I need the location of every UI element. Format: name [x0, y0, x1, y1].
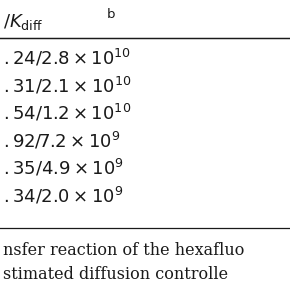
- Text: $.35/4.9 \times 10^{9}$: $.35/4.9 \times 10^{9}$: [3, 158, 124, 179]
- Text: $.34/2.0 \times 10^{9}$: $.34/2.0 \times 10^{9}$: [3, 185, 124, 206]
- Text: $/ K_{\mathrm{diff}}$: $/ K_{\mathrm{diff}}$: [3, 12, 43, 32]
- Text: $.92/7.2 \times 10^{9}$: $.92/7.2 \times 10^{9}$: [3, 130, 120, 151]
- Text: $.24/2.8 \times 10^{10}$: $.24/2.8 \times 10^{10}$: [3, 48, 131, 68]
- Text: $.31/2.1 \times 10^{10}$: $.31/2.1 \times 10^{10}$: [3, 75, 131, 96]
- Text: $.54/1.2 \times 10^{10}$: $.54/1.2 \times 10^{10}$: [3, 103, 131, 124]
- Text: nsfer reaction of the hexafluo: nsfer reaction of the hexafluo: [3, 242, 244, 259]
- Text: $\mathrm{b}$: $\mathrm{b}$: [106, 7, 116, 21]
- Text: stimated diffusion controlle: stimated diffusion controlle: [3, 266, 228, 282]
